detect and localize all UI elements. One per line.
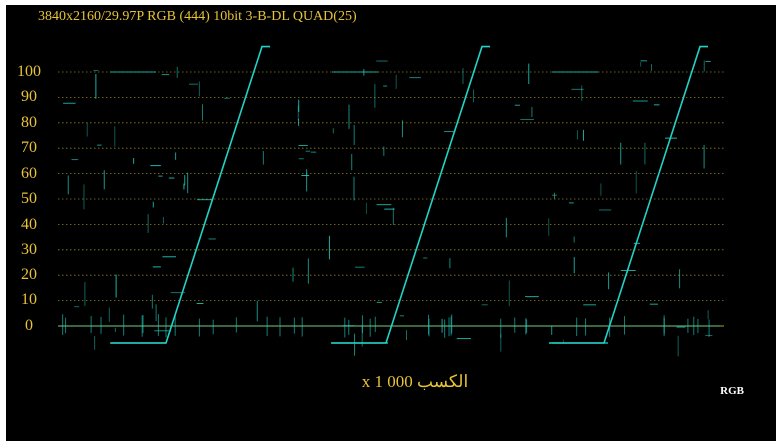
scale-label-80: 80 — [21, 114, 37, 131]
scale-label-10: 10 — [21, 291, 37, 308]
rgb-mode-label: RGB — [720, 385, 744, 397]
graticule-lines — [58, 71, 724, 327]
ramp-trace-1 — [111, 45, 270, 344]
gain-label: الكسب x 1 000 — [361, 372, 469, 391]
scale-label-100: 100 — [17, 63, 41, 80]
scale-label-20: 20 — [21, 266, 37, 283]
ramp-trace-3 — [549, 45, 708, 344]
scale-label-40: 40 — [21, 216, 37, 233]
waveform-ramps — [111, 45, 708, 344]
waveform-scatter — [58, 60, 720, 357]
ramp-trace-2 — [331, 45, 490, 344]
signal-format-label: 3840x2160/29.97P RGB (444) 10bit 3-B-DL … — [38, 9, 357, 24]
scale-label-30: 30 — [21, 241, 37, 258]
scale-label-0: 0 — [25, 317, 33, 334]
scale-label-90: 90 — [21, 88, 37, 105]
scale-label-60: 60 — [21, 165, 37, 182]
waveform-display — [6, 5, 776, 441]
scale-label-50: 50 — [21, 190, 37, 207]
scale-label-70: 70 — [21, 139, 37, 156]
